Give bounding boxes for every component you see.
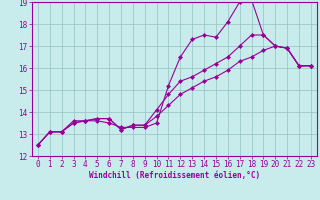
X-axis label: Windchill (Refroidissement éolien,°C): Windchill (Refroidissement éolien,°C) <box>89 171 260 180</box>
